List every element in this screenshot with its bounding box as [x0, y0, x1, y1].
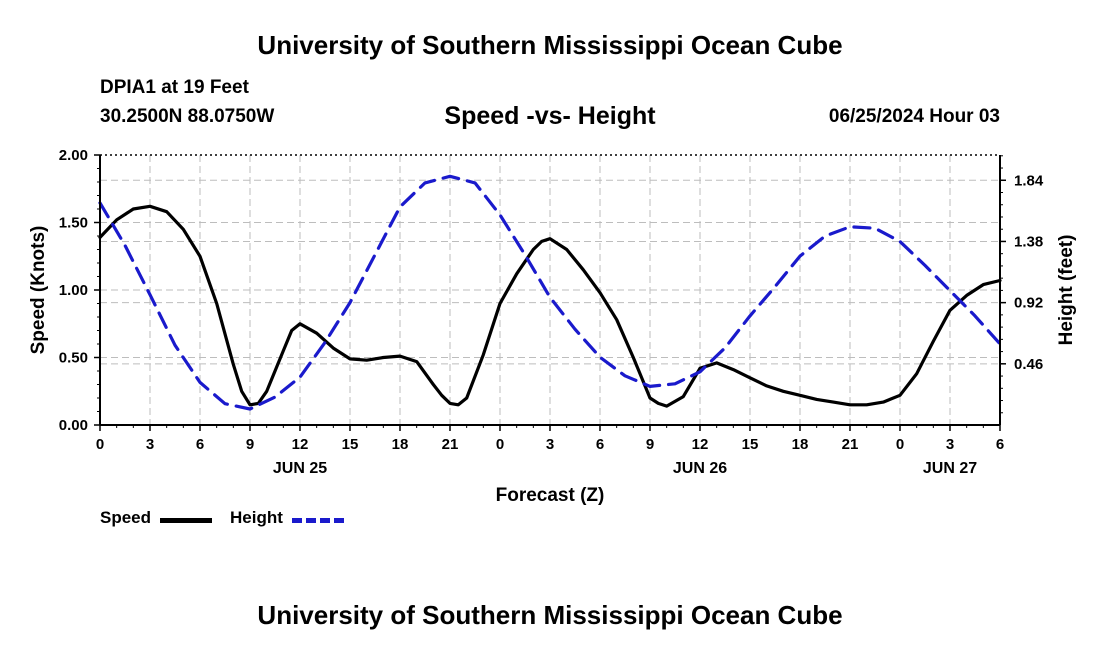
y-tick-label: 2.00 [59, 147, 88, 164]
y2-tick-label: 1.38 [1014, 233, 1043, 250]
x-tick-label: 0 [496, 436, 504, 453]
day-label: JUN 27 [923, 460, 977, 477]
legend-height-label: Height [230, 508, 283, 527]
x-tick-label: 15 [342, 436, 359, 453]
height-series-line [98, 174, 1002, 411]
x-tick-label: 3 [546, 436, 554, 453]
chart-axes [94, 154, 1006, 431]
day-label: JUN 25 [273, 460, 327, 477]
x-tick-label: 3 [946, 436, 954, 453]
chart-title: Speed -vs- Height [444, 102, 656, 130]
y-tick-label: 0.00 [59, 417, 88, 434]
station-label: DPIA1 at 19 Feet [100, 77, 249, 98]
x-tick-label: 6 [596, 436, 604, 453]
x-tick-label: 21 [842, 436, 859, 453]
x-tick-label: 18 [392, 436, 409, 453]
x-tick-label: 6 [996, 436, 1004, 453]
y2-tick-label: 0.92 [1014, 295, 1043, 312]
legend-speed-swatch [160, 518, 212, 523]
y2-tick-label: 0.46 [1014, 356, 1043, 373]
legend-speed-label: Speed [100, 508, 152, 527]
speed-height-chart: 0 3 6 9 12 15 18 21 0 3 6 9 12 15 18 21 0 3 6 JUN 25 JUN 26 J… [28, 147, 1077, 506]
tick-labels: 0 3 6 9 12 15 18 21 0 3 6 9 12 15 18 21 0 3 6 JUN 25 JUN 26 J… [59, 147, 1044, 477]
x-tick-label: 9 [246, 436, 254, 453]
grid-lines [100, 155, 1000, 425]
x-tick-label: 3 [146, 436, 154, 453]
y2-axis-label: Height (feet) [1056, 235, 1077, 346]
chart-legend: Speed [100, 508, 151, 528]
y2-tick-label: 1.84 [1014, 172, 1044, 189]
forecast-datetime: 06/25/2024 Hour 03 [828, 106, 1000, 127]
series-lines [98, 174, 1002, 411]
page-title: University of Southern Mississippi Ocean… [257, 30, 843, 60]
x-tick-label: 9 [646, 436, 654, 453]
x-tick-label: 21 [442, 436, 459, 453]
speed-series-line [98, 204, 1002, 408]
x-axis-label: Forecast (Z) [496, 485, 605, 506]
legend-height-swatch [292, 518, 344, 523]
x-tick-label: 15 [742, 436, 759, 453]
y-tick-label: 0.50 [59, 350, 88, 367]
y-tick-label: 1.50 [59, 215, 88, 232]
x-tick-label: 0 [96, 436, 104, 453]
x-tick-label: 0 [896, 436, 904, 453]
y-axis-label: Speed (Knots) [28, 226, 49, 355]
y-tick-label: 1.00 [59, 282, 88, 299]
station-coords: 30.2500N 88.0750W [100, 106, 275, 127]
x-tick-label: 12 [292, 436, 309, 453]
x-tick-label: 18 [792, 436, 809, 453]
day-label: JUN 26 [673, 460, 727, 477]
x-tick-label: 12 [692, 436, 709, 453]
x-tick-label: 6 [196, 436, 204, 453]
footer-title: University of Southern Mississippi Ocean… [257, 600, 843, 630]
